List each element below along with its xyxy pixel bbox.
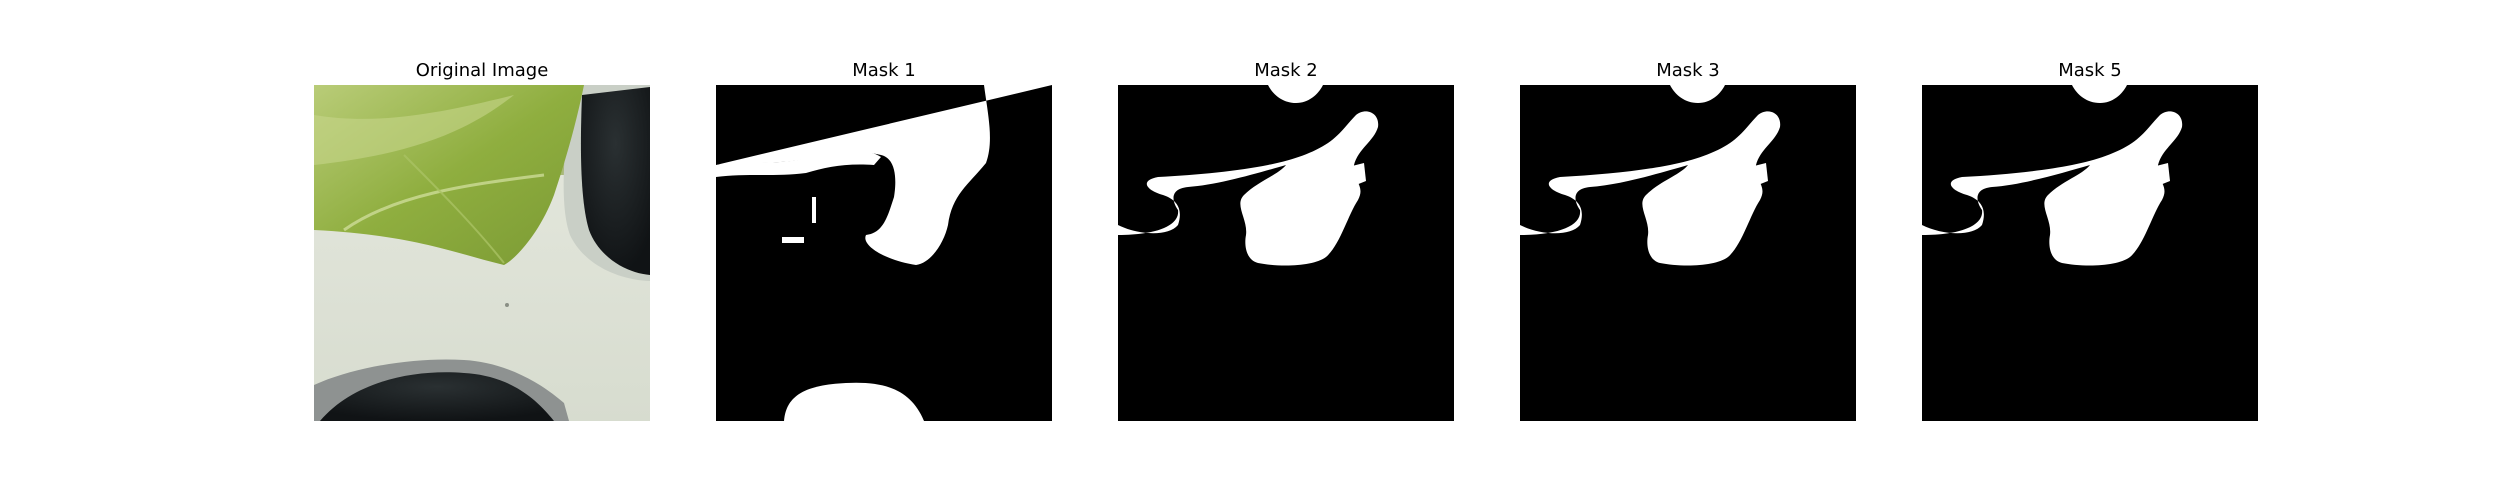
mask-2-image xyxy=(1118,85,1454,421)
original-image xyxy=(314,85,650,421)
mask-3-image xyxy=(1520,85,1856,421)
panel-original-image: Original Image xyxy=(314,0,650,500)
panel-title: Mask 5 xyxy=(2058,60,2122,81)
mask-1-image xyxy=(716,85,1052,421)
panel-mask-3: Mask 3 xyxy=(1520,0,1856,500)
panel-title: Mask 3 xyxy=(1656,60,1720,81)
panel-title: Mask 2 xyxy=(1254,60,1318,81)
panel-mask-2: Mask 2 xyxy=(1118,0,1454,500)
panel-mask-1: Mask 1 xyxy=(716,0,1052,500)
panel-title: Original Image xyxy=(415,60,549,81)
panel-title: Mask 1 xyxy=(852,60,916,81)
mask-5-image xyxy=(1922,85,2258,421)
panel-mask-5: Mask 5 xyxy=(1922,0,2258,500)
